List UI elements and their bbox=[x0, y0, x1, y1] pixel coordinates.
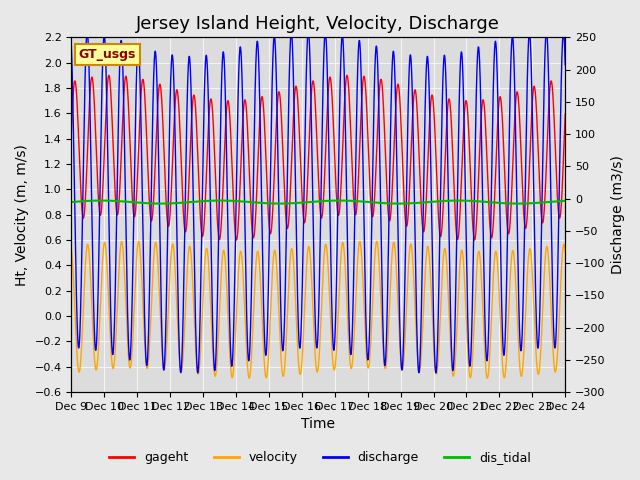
Line: dis_tidal: dis_tidal bbox=[72, 201, 565, 204]
dis_tidal bbox=[514, 201, 522, 206]
discharge bbox=[182, 151, 190, 156]
Text: GT_usgs: GT_usgs bbox=[79, 48, 136, 61]
X-axis label: Time: Time bbox=[301, 418, 335, 432]
dis_tidal bbox=[557, 198, 565, 204]
dis_tidal bbox=[561, 198, 569, 204]
velocity bbox=[182, 289, 190, 295]
gageht bbox=[232, 237, 240, 243]
velocity bbox=[188, 255, 195, 261]
velocity bbox=[289, 251, 297, 257]
gageht bbox=[188, 122, 195, 128]
Line: discharge: discharge bbox=[72, 31, 565, 373]
velocity bbox=[245, 375, 253, 381]
gageht bbox=[254, 167, 262, 173]
velocity bbox=[557, 265, 565, 271]
dis_tidal bbox=[68, 199, 76, 205]
discharge bbox=[561, 62, 569, 68]
discharge bbox=[305, 28, 312, 34]
gageht bbox=[289, 128, 296, 134]
gageht bbox=[557, 200, 565, 205]
dis_tidal bbox=[216, 198, 224, 204]
dis_tidal bbox=[254, 200, 262, 205]
Line: velocity: velocity bbox=[72, 241, 565, 378]
velocity bbox=[185, 247, 193, 252]
velocity bbox=[135, 239, 143, 244]
Legend: gageht, velocity, discharge, dis_tidal: gageht, velocity, discharge, dis_tidal bbox=[104, 446, 536, 469]
Y-axis label: Ht, Velocity (m, m/s): Ht, Velocity (m, m/s) bbox=[15, 144, 29, 286]
velocity bbox=[561, 249, 569, 255]
gageht bbox=[68, 128, 76, 134]
dis_tidal bbox=[185, 199, 193, 205]
discharge bbox=[185, 57, 193, 62]
Title: Jersey Island Height, Velocity, Discharge: Jersey Island Height, Velocity, Discharg… bbox=[136, 15, 500, 33]
gageht bbox=[185, 184, 193, 190]
discharge bbox=[254, 39, 262, 45]
gageht bbox=[561, 111, 569, 117]
dis_tidal bbox=[289, 200, 296, 206]
discharge bbox=[194, 370, 202, 376]
discharge bbox=[289, 51, 296, 57]
velocity bbox=[254, 249, 262, 254]
discharge bbox=[557, 71, 565, 77]
Y-axis label: Discharge (m3/s): Discharge (m3/s) bbox=[611, 156, 625, 274]
Line: gageht: gageht bbox=[72, 75, 565, 240]
gageht bbox=[343, 72, 351, 78]
discharge bbox=[188, 95, 195, 101]
gageht bbox=[182, 227, 190, 233]
dis_tidal bbox=[188, 199, 195, 205]
dis_tidal bbox=[182, 200, 190, 205]
velocity bbox=[68, 246, 76, 252]
discharge bbox=[68, 44, 76, 49]
